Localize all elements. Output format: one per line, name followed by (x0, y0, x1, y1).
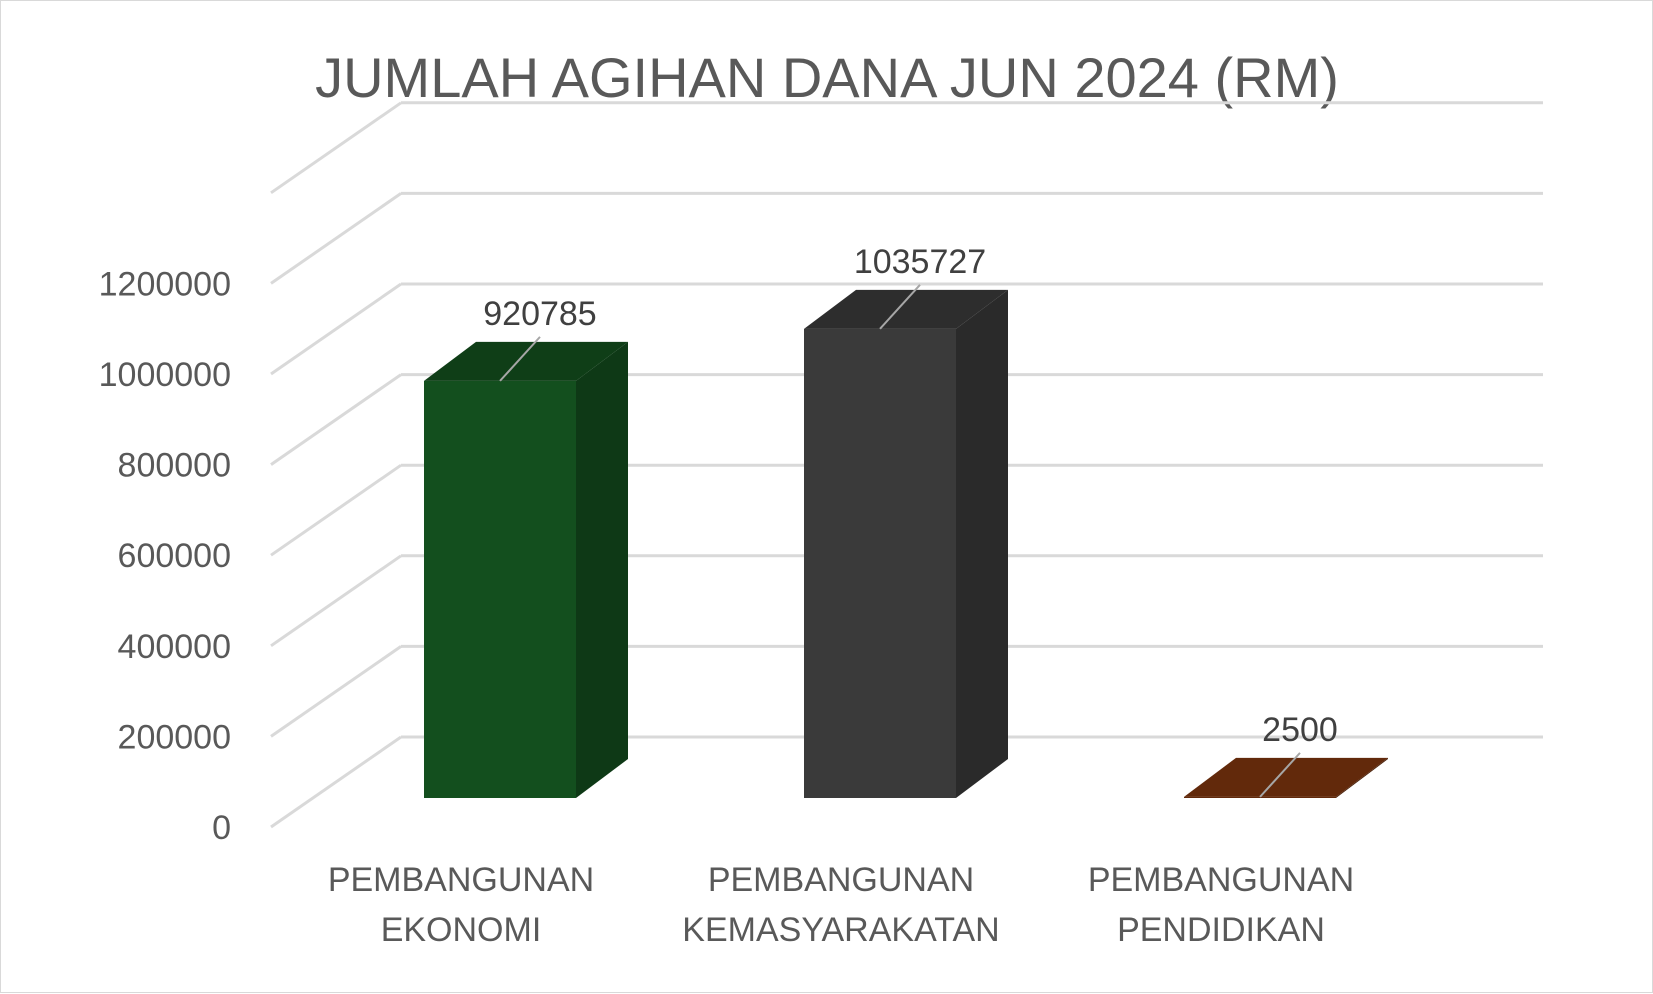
x-category-label: KEMASYARAKATAN (682, 911, 999, 949)
gridline-side (270, 645, 402, 738)
x-axis-categories: PEMBANGUNAN EKONOMI PEMBANGUNAN KEMASYARAKA… (328, 861, 1354, 949)
data-label: 1035727 (854, 243, 986, 281)
bar-top (424, 341, 628, 381)
bar: 920785 (424, 295, 628, 798)
y-tick-label: 0 (212, 809, 231, 847)
gridline-side (270, 373, 402, 466)
bar-top (804, 289, 1008, 329)
y-tick-label: 600000 (118, 537, 231, 575)
bar-front (424, 380, 576, 798)
y-tick-label: 400000 (118, 628, 231, 666)
bar: 1035727 (804, 243, 1008, 798)
y-axis-ticks: 0 200000 400000 600000 800000 1000000 1200000 (99, 265, 231, 847)
bar-side (1336, 757, 1388, 798)
bar: 2500 (1184, 711, 1388, 798)
bar-side (576, 341, 628, 798)
gridline-side (270, 735, 402, 829)
gridline-side (270, 192, 402, 285)
data-label-leader (499, 336, 541, 382)
gridline-side (270, 282, 402, 376)
bars: 920785 1035727 2500 (424, 243, 1388, 798)
chart-title: JUMLAH AGIHAN DANA JUN 2024 (RM) (315, 46, 1339, 109)
gridline-side (270, 101, 402, 195)
gridline-side (270, 554, 402, 648)
y-tick-label: 800000 (118, 447, 231, 485)
y-tick-label: 200000 (118, 718, 231, 756)
data-label-leader (1259, 752, 1301, 798)
data-label: 2500 (1262, 711, 1338, 749)
bar-side (956, 289, 1008, 798)
x-category-label: PENDIDIKAN (1117, 911, 1325, 949)
x-category-label: PEMBANGUNAN (708, 861, 974, 899)
y-tick-label: 1000000 (99, 356, 231, 394)
bar-front (1184, 796, 1336, 798)
data-label-leader (879, 284, 921, 330)
x-category-label: EKONOMI (381, 911, 542, 949)
x-category-label: PEMBANGUNAN (328, 861, 594, 899)
bar-top (1184, 757, 1388, 797)
bar-front (804, 328, 956, 798)
data-label: 920785 (483, 295, 596, 333)
x-category-label: PEMBANGUNAN (1088, 861, 1354, 899)
gridline-side (270, 463, 402, 557)
y-tick-label: 1200000 (99, 265, 231, 303)
